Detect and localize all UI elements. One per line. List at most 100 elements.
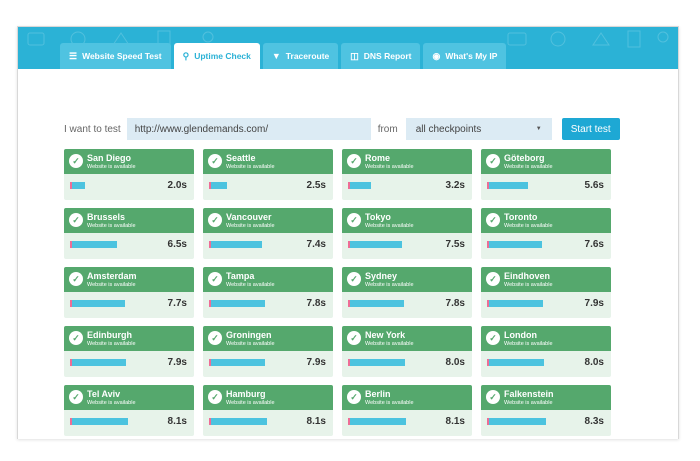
response-time: 2.5s — [306, 180, 326, 191]
response-time: 7.6s — [584, 239, 604, 250]
result-card-header: ✓ Tokyo Website is available — [342, 208, 472, 233]
result-card: ✓ Edinburgh Website is available 7.9s — [64, 326, 194, 377]
response-bar-track — [209, 359, 269, 366]
city-name: Tampa — [226, 271, 255, 281]
result-card: ✓ Rome Website is available 3.2s — [342, 149, 472, 200]
response-time: 5.6s — [584, 180, 604, 191]
status-text: Website is available — [504, 400, 553, 406]
city-name: Sydney — [365, 271, 398, 281]
city-name: London — [504, 330, 537, 340]
result-card: ✓ Tampa Website is available 7.8s — [203, 267, 333, 318]
printer-icon: ◫ — [350, 50, 359, 61]
result-card-header: ✓ Tel Aviv Website is available — [64, 385, 194, 410]
result-card: ✓ Tokyo Website is available 7.5s — [342, 208, 472, 259]
result-card: ✓ Amsterdam Website is available 7.7s — [64, 267, 194, 318]
tab-uptime-check[interactable]: ⚲ Uptime Check — [173, 43, 260, 69]
checkpoint-select[interactable]: all checkpoints ▼ — [405, 118, 552, 140]
response-bar-track — [70, 300, 130, 307]
check-circle-icon: ✓ — [486, 331, 500, 345]
response-bar-track — [209, 300, 269, 307]
response-bar-track — [70, 359, 130, 366]
from-label: from — [377, 123, 398, 135]
tab-website-speed-test[interactable]: ☰ Website Speed Test — [60, 43, 171, 69]
status-text: Website is available — [504, 282, 553, 288]
tab-label: DNS Report — [363, 51, 412, 61]
response-time: 8.1s — [167, 416, 187, 427]
response-bar — [487, 241, 542, 248]
check-circle-icon: ✓ — [347, 154, 361, 168]
response-time: 7.4s — [306, 239, 326, 250]
tab-label: Website Speed Test — [82, 51, 162, 61]
check-circle-icon: ✓ — [208, 331, 222, 345]
check-circle-icon: ✓ — [69, 272, 83, 286]
result-card-header: ✓ Sydney Website is available — [342, 267, 472, 292]
response-time: 2.0s — [167, 180, 187, 191]
check-circle-icon: ✓ — [486, 390, 500, 404]
traceroute-icon: ▼ — [271, 50, 281, 61]
url-input[interactable] — [126, 118, 371, 140]
response-bar-track — [348, 359, 408, 366]
response-bar-track — [487, 300, 547, 307]
result-card-header: ✓ Hamburg Website is available — [203, 385, 333, 410]
result-card-header: ✓ New York Website is available — [342, 326, 472, 351]
check-circle-icon: ✓ — [347, 272, 361, 286]
city-name: Falkenstein — [504, 389, 554, 399]
response-time: 7.9s — [584, 298, 604, 309]
check-circle-icon: ✓ — [69, 213, 83, 227]
status-text: Website is available — [365, 164, 414, 170]
result-card-header: ✓ Göteborg Website is available — [481, 149, 611, 174]
response-bar-track — [209, 418, 269, 425]
result-card-header: ✓ Vancouver Website is available — [203, 208, 333, 233]
response-bar-track — [487, 182, 547, 189]
city-name: New York — [365, 330, 406, 340]
tab-dns-report[interactable]: ◫ DNS Report — [341, 43, 421, 69]
location-pin-icon: ⚲ — [182, 50, 190, 61]
result-card: ✓ Hamburg Website is available 8.1s — [203, 385, 333, 436]
response-bar-track — [348, 300, 408, 307]
city-name: Berlin — [365, 389, 391, 399]
response-bar — [348, 418, 406, 425]
tab-traceroute[interactable]: ▼ Traceroute — [262, 43, 339, 69]
tab-label: What's My IP — [445, 51, 498, 61]
response-bar-track — [348, 241, 408, 248]
result-card-header: ✓ Rome Website is available — [342, 149, 472, 174]
status-text: Website is available — [87, 341, 136, 347]
result-card-header: ✓ San Diego Website is available — [64, 149, 194, 174]
response-bar — [209, 241, 262, 248]
response-bar-track — [487, 241, 547, 248]
city-name: Vancouver — [226, 212, 272, 222]
status-text: Website is available — [87, 282, 136, 288]
response-bar-track — [487, 418, 547, 425]
result-card-header: ✓ Edinburgh Website is available — [64, 326, 194, 351]
city-name: Rome — [365, 153, 391, 163]
response-time: 8.0s — [445, 357, 465, 368]
result-card: ✓ Göteborg Website is available 5.6s — [481, 149, 611, 200]
response-time: 8.1s — [306, 416, 326, 427]
check-circle-icon: ✓ — [208, 390, 222, 404]
start-test-button[interactable]: Start test — [561, 118, 620, 140]
city-name: Eindhoven — [504, 271, 551, 281]
city-name: San Diego — [87, 153, 132, 163]
status-text: Website is available — [365, 282, 414, 288]
city-name: Groningen — [226, 330, 272, 340]
response-time: 7.8s — [306, 298, 326, 309]
tab-whats-my-ip[interactable]: ◉ What's My IP — [423, 43, 507, 69]
tab-label: Traceroute — [285, 51, 330, 61]
city-name: Hamburg — [226, 389, 266, 399]
result-card: ✓ Tel Aviv Website is available 8.1s — [64, 385, 194, 436]
checkpoint-value: all checkpoints — [415, 123, 482, 135]
response-bar-track — [70, 182, 130, 189]
test-label: I want to test — [64, 123, 121, 135]
city-name: Tel Aviv — [87, 389, 121, 399]
result-card: ✓ Brussels Website is available 6.5s — [64, 208, 194, 259]
response-bar — [348, 241, 402, 248]
response-bar — [348, 359, 405, 366]
response-bar — [70, 300, 126, 307]
header-bar: ☰ Website Speed Test ⚲ Uptime Check ▼ Tr… — [18, 27, 678, 69]
check-circle-icon: ✓ — [69, 154, 83, 168]
response-bar — [487, 182, 528, 189]
response-time: 8.1s — [445, 416, 465, 427]
response-bar — [209, 300, 265, 307]
result-card: ✓ London Website is available 8.0s — [481, 326, 611, 377]
status-text: Website is available — [87, 164, 136, 170]
